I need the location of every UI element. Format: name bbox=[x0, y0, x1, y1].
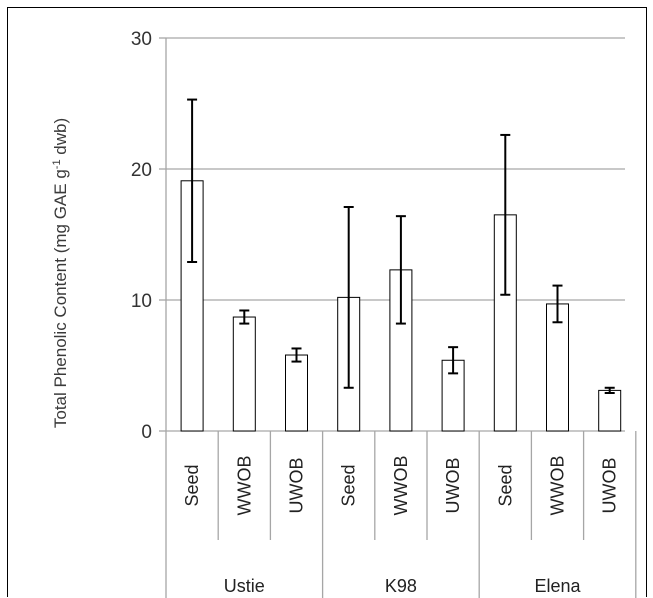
group-label-k98: K98 bbox=[385, 576, 417, 596]
group-label-elena: Elena bbox=[534, 576, 581, 596]
y-axis-label-tail: dwb) bbox=[51, 118, 70, 160]
gridlines bbox=[166, 37, 625, 301]
chart-frame: 0 10 20 30 Seed WWOB UWOB Ustie Seed WWOB UWOB K98 S… bbox=[7, 7, 647, 598]
category-label-ustie-uwob: UWOB bbox=[287, 458, 307, 514]
bars bbox=[180, 180, 622, 432]
category-label-ustie-wwob: WWOB bbox=[234, 456, 254, 516]
group-label-ustie: Ustie bbox=[224, 576, 265, 596]
y-tick-label-20: 20 bbox=[131, 160, 152, 181]
category-label-elena-seed: Seed bbox=[495, 464, 515, 506]
y-tick-label-30: 30 bbox=[131, 29, 152, 50]
y-tick-label-10: 10 bbox=[131, 291, 152, 312]
y-axis-label-sup: -1 bbox=[51, 159, 63, 169]
category-label-elena-wwob: WWOB bbox=[548, 456, 568, 516]
y-axis-label-main: Total Phenolic Content (mg GAE g bbox=[51, 169, 70, 428]
bar-ustie-wwob bbox=[232, 316, 256, 432]
category-label-elena-uwob: UWOB bbox=[600, 458, 620, 514]
category-label-ustie-seed: Seed bbox=[182, 464, 202, 506]
phenolic-bar-chart: 0 10 20 30 Seed WWOB UWOB Ustie Seed WWOB UWOB K98 S… bbox=[51, 29, 637, 598]
error-bars bbox=[187, 98, 615, 395]
bar-ustie-uwob bbox=[285, 354, 308, 432]
category-label-k98-wwob: WWOB bbox=[391, 456, 411, 516]
labels: 0 10 20 30 Seed WWOB UWOB Ustie Seed WWOB UWOB K98 S… bbox=[131, 29, 620, 596]
y-axis-label: Total Phenolic Content (mg GAE g-1 dwb) bbox=[51, 118, 70, 428]
category-label-k98-seed: Seed bbox=[339, 464, 359, 506]
bar-elena-uwob bbox=[598, 389, 622, 432]
category-label-k98-uwob: UWOB bbox=[443, 458, 463, 514]
y-tick-label-0: 0 bbox=[141, 422, 152, 443]
